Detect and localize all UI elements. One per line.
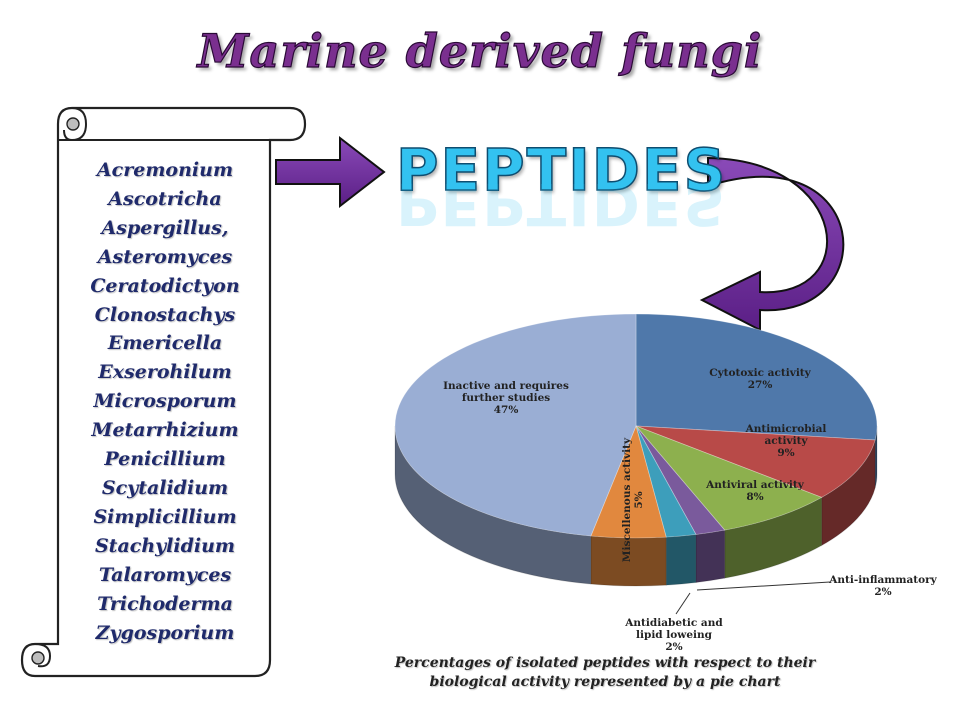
genus-item: Aspergillus, xyxy=(101,216,229,239)
page-title: Marine derived fungi xyxy=(197,23,763,78)
pie-slice-label: Antiviral activity 8% xyxy=(705,479,805,503)
curved-arrow-icon xyxy=(699,156,845,332)
genus-item: Acremonium xyxy=(96,159,234,181)
genus-item: Ceratodictyon xyxy=(90,274,240,297)
genus-item: Asteromyces xyxy=(97,245,233,268)
pie-slice-side xyxy=(695,529,726,584)
pie-slice xyxy=(590,424,667,539)
pie-slice xyxy=(635,313,878,441)
pie-slice xyxy=(635,425,726,535)
pie-slice xyxy=(394,313,637,537)
genus-item: Clonostachys xyxy=(94,303,236,326)
genus-item: Ascotricha xyxy=(108,187,222,210)
genus-item: Trichoderma xyxy=(97,592,233,615)
pie-slice-label: Inactive and requires further studies 47% xyxy=(443,380,569,416)
caption-line-2: biological activity represented by a pie… xyxy=(429,674,781,690)
genus-item: Stachylidium xyxy=(94,534,236,557)
pie-slice-label: Anti-inflammatory 2% xyxy=(828,574,937,598)
caption-line-1: Percentages of isolated peptides with re… xyxy=(394,655,816,671)
genus-item: Microsporum xyxy=(93,390,237,413)
leader-line xyxy=(675,592,691,615)
pie-slice-side xyxy=(665,533,697,586)
genus-item: Penicillium xyxy=(104,448,226,471)
pie-slice-label: Antidiabetic and lipid loweing 2% xyxy=(624,617,723,653)
pie-slice xyxy=(635,425,823,531)
genus-list: Acremonium Ascotricha Aspergillus, Asteromy… xyxy=(80,156,250,647)
pie-slice-label: Antimicrobial activity 9% xyxy=(745,423,827,459)
leader-line xyxy=(696,581,831,591)
genus-item: Zygosporium xyxy=(95,621,235,644)
genus-item: Exserohilum xyxy=(98,361,232,384)
chart-caption: Percentages of isolated peptides with re… xyxy=(360,654,850,692)
pie-slice xyxy=(635,425,697,538)
genus-item: Simplicillium xyxy=(93,505,237,528)
genus-item: Emericella xyxy=(107,332,223,355)
right-arrow-icon xyxy=(275,135,386,209)
pie-slice xyxy=(635,425,876,498)
genus-item: Talaromyces xyxy=(98,563,232,586)
pie-slice-label: Miscellenous activity5% xyxy=(621,437,645,562)
peptides-heading: PEPTIDES xyxy=(395,135,728,205)
genus-item: Scytalidium xyxy=(101,476,229,499)
pie-slice-label: Cytotoxic activity 27% xyxy=(709,367,811,391)
genus-item: Metarrhizium xyxy=(91,419,239,442)
